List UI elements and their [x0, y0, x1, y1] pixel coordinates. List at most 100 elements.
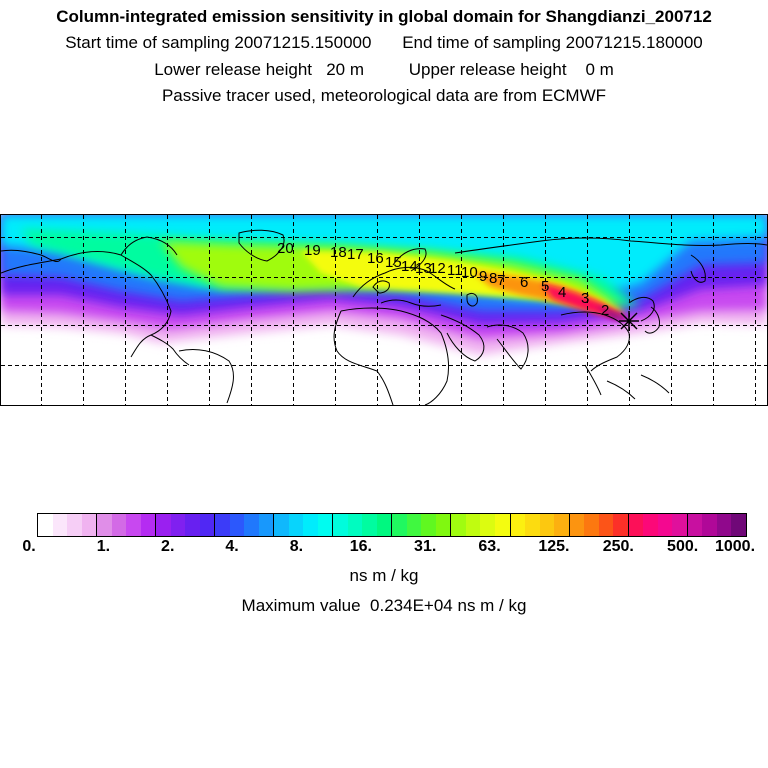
color-scale-segment [465, 514, 481, 536]
color-scale-segment [199, 514, 216, 536]
color-scale-segment [392, 514, 407, 536]
day-marker: 19 [304, 242, 321, 259]
color-scale-segment [539, 514, 555, 536]
color-scale-tick-label: 8. [289, 538, 304, 555]
graticule [1, 215, 767, 405]
color-scale-tick-label: 4. [225, 538, 239, 555]
color-scale-segment [170, 514, 186, 536]
release-height-line: Lower release height 20 m Upper release … [0, 60, 768, 80]
color-scale-tick-label: 16. [349, 538, 372, 555]
color-scale-tick-label: 1000. [714, 538, 756, 555]
day-marker: 2 [601, 302, 609, 319]
day-marker: 17 [347, 246, 364, 263]
day-marker: 10 [461, 264, 478, 281]
color-scale-segment [494, 514, 511, 536]
day-marker: 13 [415, 260, 432, 277]
color-scale-segment [140, 514, 157, 536]
color-scale-segment [643, 514, 658, 536]
color-scale-segment [672, 514, 688, 536]
color-scale-segment [687, 514, 703, 536]
map-title: Column-integrated emission sensitivity i… [56, 7, 712, 26]
sensitivity-field [1, 215, 767, 355]
maximum-value: 0.234E+04 ns m / kg [370, 596, 527, 615]
color-scale-tick-label: 2. [161, 538, 175, 555]
color-scale-tick-label: 125. [538, 538, 570, 555]
lower-height-value: 20 m [326, 60, 364, 79]
color-scale-tick-label: 250. [602, 538, 634, 555]
color-scale-segment [67, 514, 82, 536]
color-scale-segment [126, 514, 141, 536]
color-scale-segment [406, 514, 422, 536]
color-scale-segment [215, 514, 230, 536]
lower-height-label: Lower release height [154, 60, 313, 79]
color-scale-tick-label: 63. [478, 538, 501, 555]
map-canvas: 20 19 18 17 16 15 14 13 12 11 10 9 8 7 6… [1, 215, 767, 405]
day-marker: 3 [581, 290, 589, 307]
color-scale-tick-label: 0. [22, 538, 36, 555]
start-time-value: 20071215.150000 [234, 33, 372, 52]
color-scale-segment [584, 514, 599, 536]
color-scale-segment [274, 514, 289, 536]
day-marker: 9 [479, 268, 487, 285]
color-scale-segment [376, 514, 393, 536]
color-scale-segment [258, 514, 275, 536]
day-marker: 16 [367, 250, 384, 267]
day-marker: 8 [489, 270, 497, 287]
color-scale-segment [303, 514, 318, 536]
color-scale-segment [598, 514, 614, 536]
day-markers: 20 19 18 17 16 15 14 13 12 11 10 9 8 7 6… [277, 240, 609, 319]
color-scale-tick-label: 500. [667, 538, 699, 555]
color-scale-segment [97, 514, 112, 536]
day-marker: 20 [277, 240, 294, 257]
color-scale-segment [731, 514, 746, 536]
coastlines [1, 229, 767, 405]
color-scale-segment [569, 514, 585, 536]
color-scale-segment [480, 514, 495, 536]
end-time-value: 20071215.180000 [565, 33, 703, 52]
sampling-time-line: Start time of sampling 20071215.150000 E… [0, 33, 768, 53]
day-marker: 7 [497, 272, 505, 289]
color-scale-bar [37, 513, 747, 537]
color-scale-segment [657, 514, 673, 536]
day-marker: 15 [385, 254, 402, 271]
color-scale-units: ns m / kg [349, 566, 419, 585]
color-scale-segment [554, 514, 570, 536]
maximum-value-line: Maximum value 0.234E+04 ns m / kg [0, 596, 768, 616]
color-scale-segment [435, 514, 452, 536]
color-scale-segment [613, 514, 629, 536]
color-scale-segment [451, 514, 466, 536]
color-scale-segment [317, 514, 334, 536]
color-scale-segment [229, 514, 245, 536]
sensitivity-map: 20 19 18 17 16 15 14 13 12 11 10 9 8 7 6… [0, 214, 768, 406]
color-scale-tick-label: 1. [96, 538, 111, 555]
color-scale-segment [156, 514, 171, 536]
maximum-value-label: Maximum value [241, 596, 361, 615]
color-scale-segment [185, 514, 200, 536]
color-scale-segment [333, 514, 348, 536]
star-marker-icon [619, 311, 639, 331]
color-scale-segment [628, 514, 644, 536]
color-scale-segment [362, 514, 377, 536]
color-scale-segment [38, 514, 53, 536]
color-scale-segment [288, 514, 304, 536]
day-marker: 12 [429, 260, 446, 277]
day-marker: 4 [558, 284, 566, 301]
end-time-label: End time of sampling [402, 33, 561, 52]
start-time-label: Start time of sampling [65, 33, 230, 52]
upper-height-value: 0 m [585, 60, 614, 79]
color-scale-segment [510, 514, 526, 536]
color-scale-segment [525, 514, 540, 536]
color-scale-segment [702, 514, 717, 536]
color-scale-segment [347, 514, 363, 536]
day-marker: 14 [401, 258, 418, 275]
day-marker: 11 [447, 262, 463, 279]
color-scale-tick-label: 31. [414, 538, 437, 555]
tracer-info-line: Passive tracer used, meteorological data… [161, 86, 607, 105]
color-scale-segment [244, 514, 259, 536]
color-scale-segment [111, 514, 127, 536]
color-scale-segment [716, 514, 732, 536]
day-marker: 18 [330, 244, 347, 261]
color-scale-segment [81, 514, 98, 536]
day-marker: 6 [520, 274, 528, 291]
color-scale-segment [52, 514, 68, 536]
